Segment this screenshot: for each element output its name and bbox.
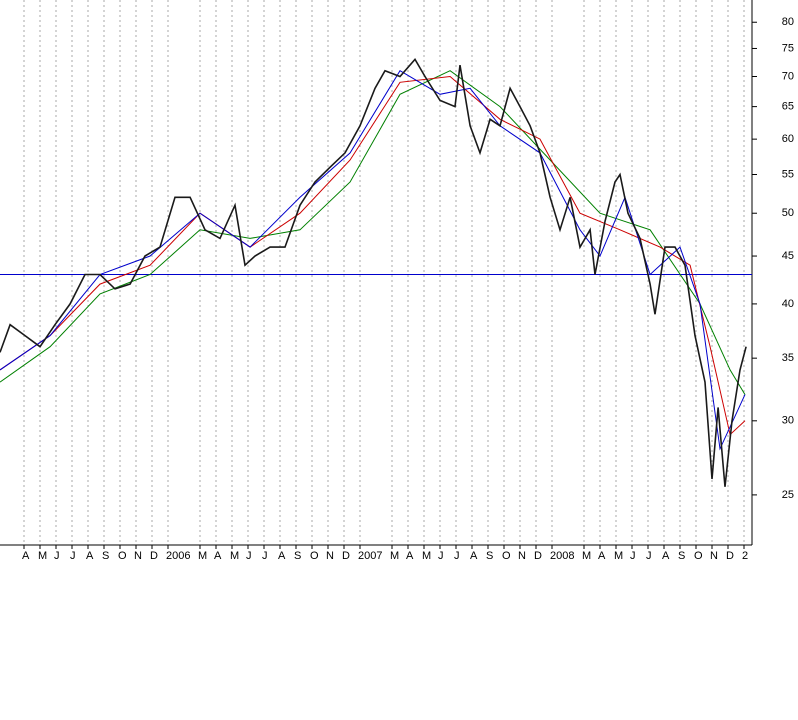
y-tick-label: 80 bbox=[782, 16, 794, 28]
x-tick-label: N bbox=[710, 550, 718, 562]
x-tick-label: O bbox=[118, 550, 127, 562]
x-tick-label: M bbox=[198, 550, 207, 562]
x-tick-label: N bbox=[518, 550, 526, 562]
x-tick-label: A bbox=[406, 550, 414, 562]
series-line bbox=[0, 70, 746, 451]
y-tick-label: 45 bbox=[782, 250, 794, 262]
x-tick-label: J bbox=[454, 550, 460, 562]
x-tick-label: A bbox=[86, 550, 94, 562]
x-tick-label: 2007 bbox=[358, 550, 382, 562]
x-tick-label: D bbox=[534, 550, 542, 562]
series-line bbox=[0, 75, 746, 436]
x-tick-label: J bbox=[438, 550, 444, 562]
x-tick-label: J bbox=[646, 550, 652, 562]
x-tick-label: O bbox=[694, 550, 703, 562]
x-tick-label: 2008 bbox=[550, 550, 574, 562]
x-tick-label: 2 bbox=[742, 550, 748, 562]
x-tick-label: S bbox=[294, 550, 301, 562]
x-tick-label: D bbox=[726, 550, 734, 562]
series-line bbox=[0, 58, 747, 487]
y-tick-label: 55 bbox=[782, 168, 794, 180]
x-tick-label: S bbox=[486, 550, 493, 562]
x-tick-label: A bbox=[278, 550, 286, 562]
x-tick-label: J bbox=[54, 550, 60, 562]
y-tick-label: 60 bbox=[782, 133, 794, 145]
x-tick-label: J bbox=[70, 550, 76, 562]
x-tick-label: N bbox=[326, 550, 334, 562]
x-tick-label: O bbox=[502, 550, 511, 562]
x-tick-label: 2006 bbox=[166, 550, 190, 562]
x-tick-label: M bbox=[230, 550, 239, 562]
x-tick-label: D bbox=[150, 550, 158, 562]
x-tick-label: A bbox=[22, 550, 30, 562]
x-tick-label: N bbox=[134, 550, 142, 562]
x-tick-label: A bbox=[662, 550, 670, 562]
x-tick-label: J bbox=[262, 550, 268, 562]
x-tick-label: M bbox=[422, 550, 431, 562]
x-tick-label: M bbox=[38, 550, 47, 562]
y-tick-label: 50 bbox=[782, 207, 794, 219]
x-tick-label: J bbox=[246, 550, 252, 562]
y-tick-label: 65 bbox=[782, 101, 794, 113]
y-tick-label: 25 bbox=[782, 489, 794, 501]
y-tick-label: 30 bbox=[782, 415, 794, 427]
x-tick-label: M bbox=[582, 550, 591, 562]
x-tick-label: M bbox=[390, 550, 399, 562]
y-tick-label: 35 bbox=[782, 352, 794, 364]
x-tick-label: J bbox=[630, 550, 636, 562]
y-tick-label: 40 bbox=[782, 298, 794, 310]
x-tick-label: A bbox=[470, 550, 478, 562]
x-tick-label: O bbox=[310, 550, 319, 562]
x-tick-label: D bbox=[342, 550, 350, 562]
x-tick-label: A bbox=[598, 550, 606, 562]
series-line bbox=[0, 70, 746, 395]
x-tick-label: S bbox=[102, 550, 109, 562]
y-tick-label: 75 bbox=[782, 42, 794, 54]
x-tick-label: S bbox=[678, 550, 685, 562]
x-tick-label: A bbox=[214, 550, 222, 562]
x-tick-label: M bbox=[614, 550, 623, 562]
y-tick-label: 70 bbox=[782, 70, 794, 82]
